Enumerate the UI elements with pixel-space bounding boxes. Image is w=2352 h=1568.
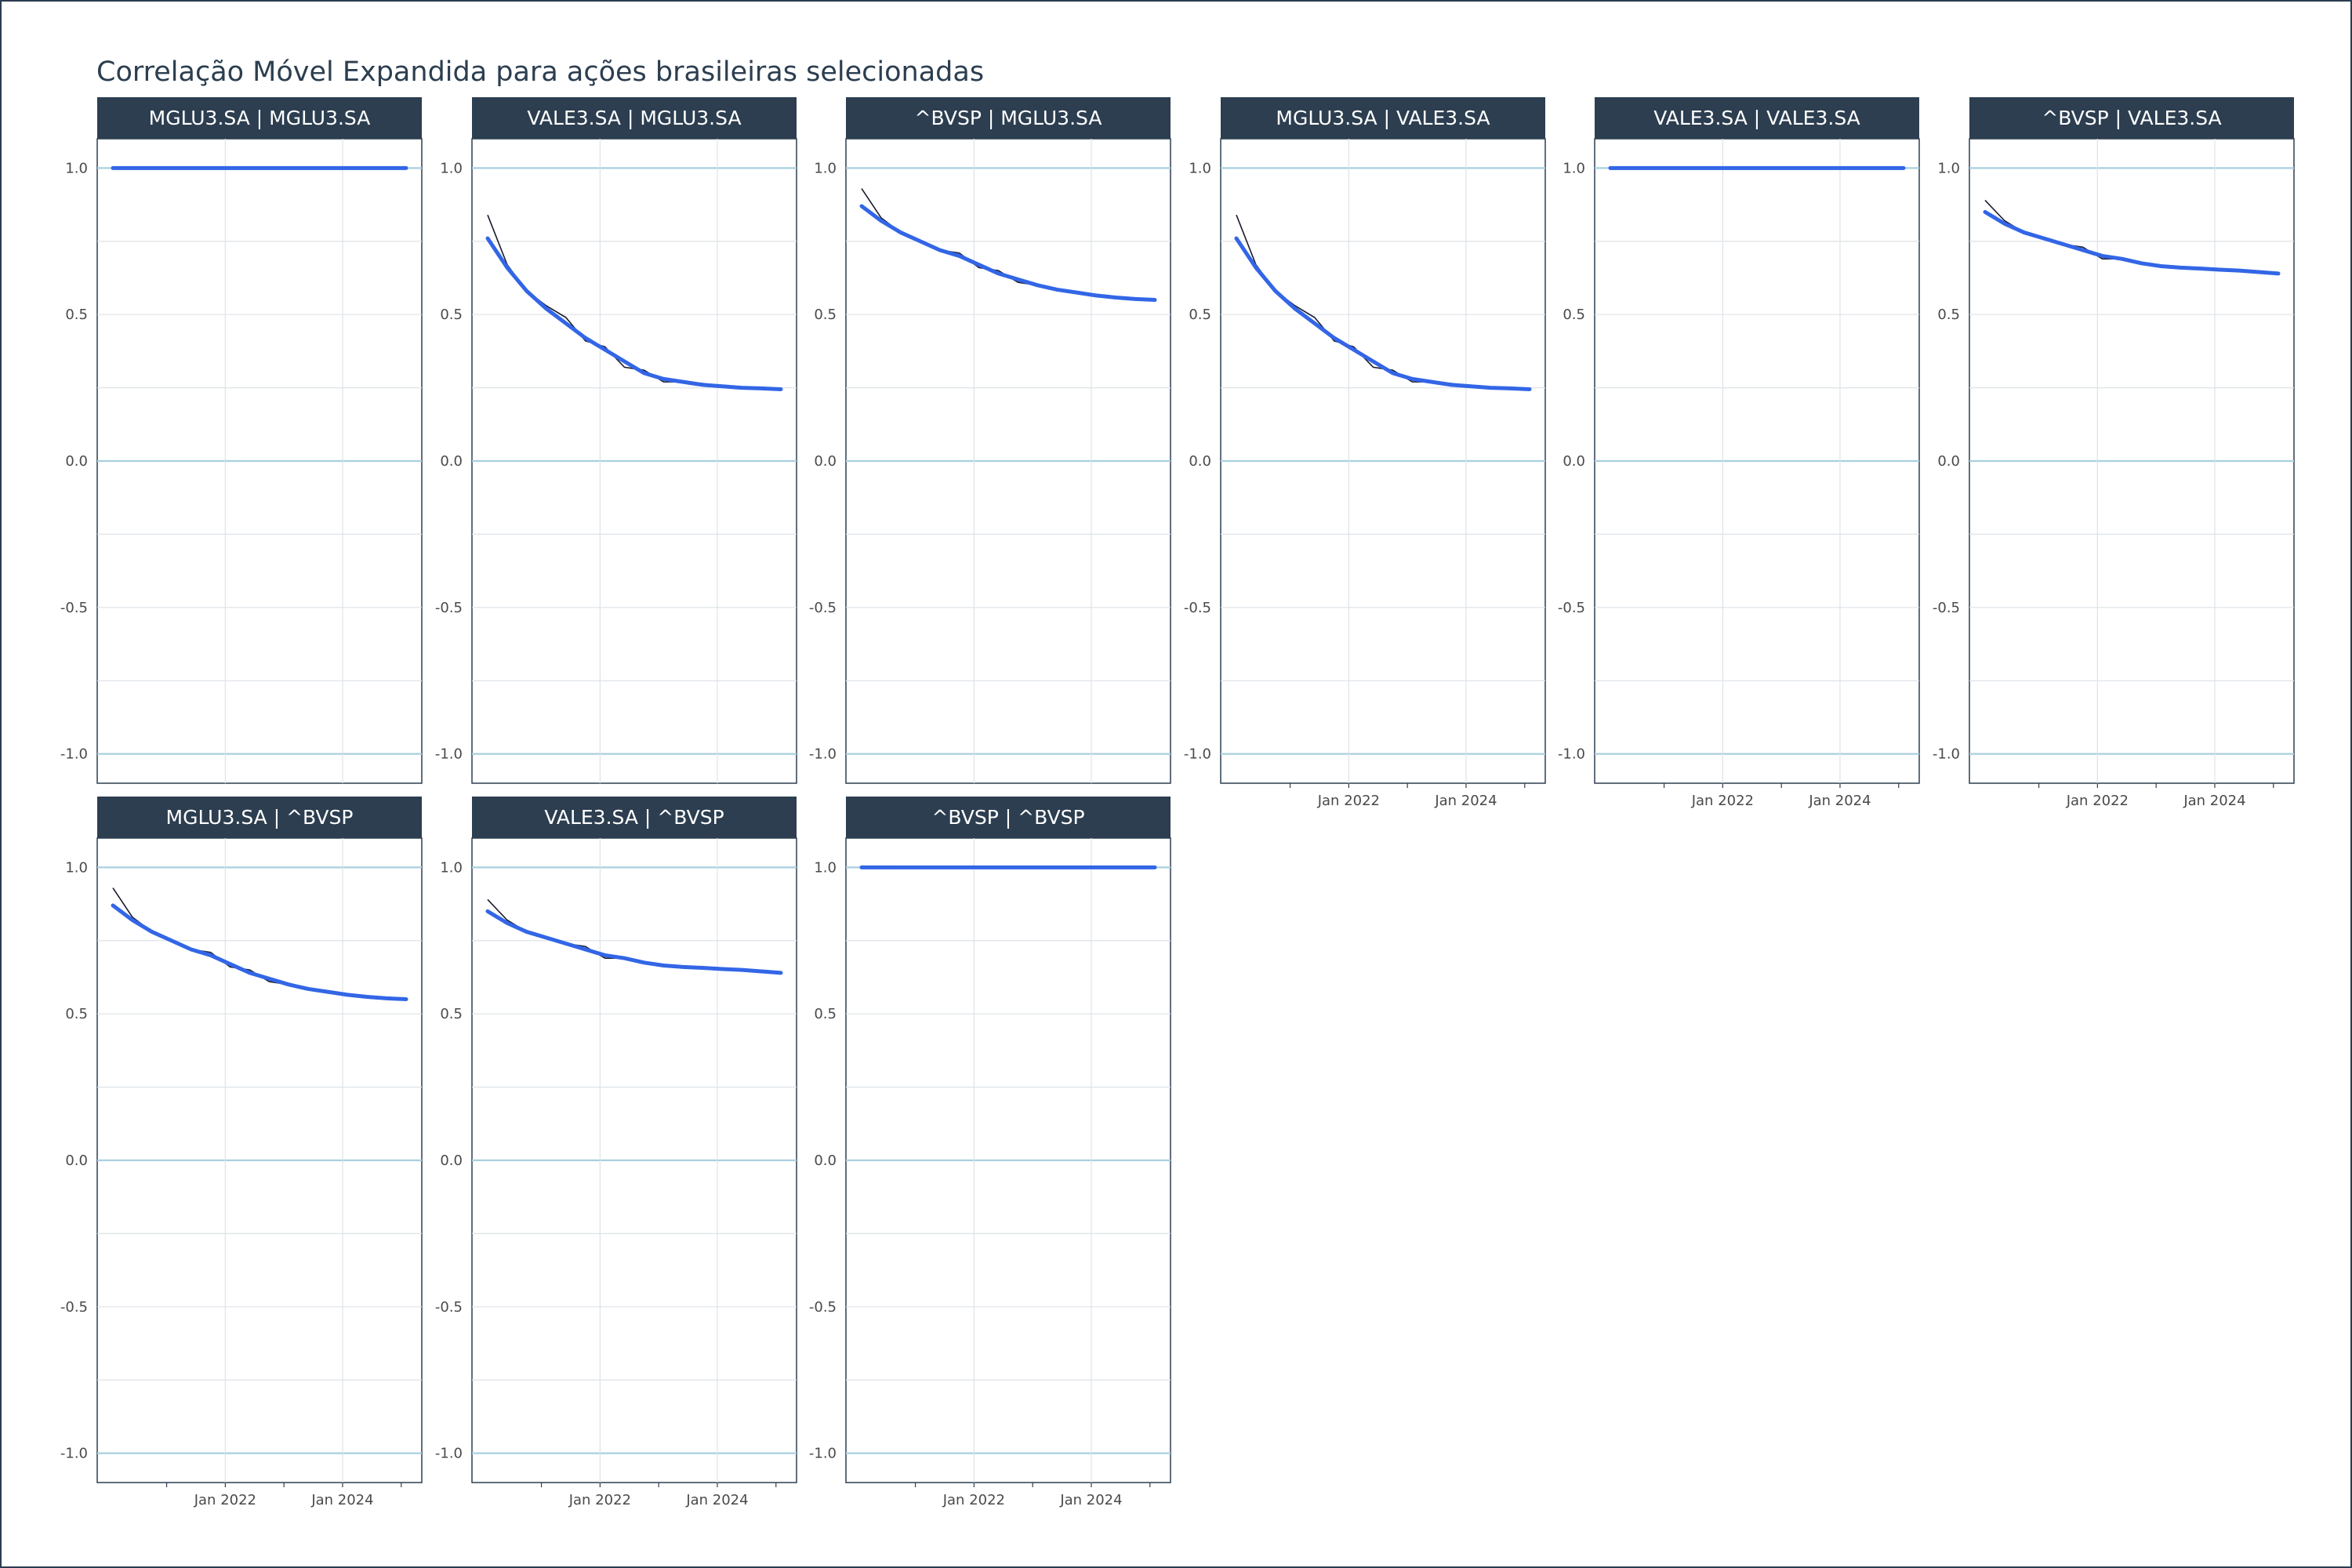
smoothed-correlation-line [111, 903, 408, 1001]
panels-group: 1.0 0.5 0.0 -0.5 -1.0 MGLU3.SA | MGLU3.SA 1.0 0… [60, 97, 2295, 1508]
facet-strip [1221, 97, 1545, 139]
chart-title: Correlação Móvel Expandida para ações br… [96, 56, 984, 88]
y-tick-label: 0.0 [440, 1152, 463, 1169]
y-tick-label: -0.5 [60, 600, 88, 616]
facet-strip-label: VALE3.SA | MGLU3.SA [527, 107, 741, 129]
y-tick-label: -1.0 [809, 1446, 837, 1462]
y-tick-label: -1.0 [1933, 746, 1960, 763]
y-tick-label: 0.5 [814, 307, 837, 323]
y-tick-label: -1.0 [1558, 746, 1585, 763]
facet-panel: 1.0 0.5 0.0 -0.5 -1.0 Jan 2022 Jan 2024 MGLU3.S… [1184, 97, 1546, 809]
y-tick-label: 0.0 [814, 453, 837, 470]
x-tick-label: Jan 2022 [942, 1492, 1005, 1508]
y-tick-label: 0.0 [1189, 453, 1211, 470]
facet-panel: 1.0 0.5 0.0 -0.5 -1.0 Jan 2022 Jan 2024 ^BVSP |… [809, 797, 1171, 1508]
facet-strip [846, 97, 1171, 139]
y-tick-label: 0.0 [440, 453, 463, 470]
facet-panel: 1.0 0.5 0.0 -0.5 -1.0 ^BVSP | MGLU3.SA [809, 97, 1171, 784]
x-tick-label: Jan 2024 [2183, 793, 2245, 809]
y-tick-label: -1.0 [435, 746, 463, 763]
facet-strip-label: ^BVSP | VALE3.SA [2042, 107, 2221, 129]
y-tick-label: 1.0 [440, 160, 463, 176]
facet-strip-label: ^BVSP | MGLU3.SA [915, 107, 1102, 129]
y-tick-label: 0.0 [1937, 453, 1960, 470]
x-tick-label: Jan 2022 [1691, 793, 1754, 809]
y-tick-label: 0.5 [65, 307, 88, 323]
y-tick-label: 1.0 [65, 859, 88, 876]
x-tick-label: Jan 2024 [685, 1492, 748, 1508]
y-tick-label: 1.0 [65, 160, 88, 176]
y-tick-label: 1.0 [814, 859, 837, 876]
y-tick-label: -0.5 [435, 600, 463, 616]
facet-panel: 1.0 0.5 0.0 -0.5 -1.0 Jan 2022 Jan 2024 MGLU3.S… [60, 797, 423, 1508]
y-tick-label: -0.5 [809, 1299, 837, 1316]
facet-panel: 1.0 0.5 0.0 -0.5 -1.0 VALE3.SA | MGLU3.SA [435, 97, 797, 784]
y-tick-label: 0.5 [440, 307, 463, 323]
facet-strip [97, 797, 422, 838]
y-tick-label: 0.0 [65, 1152, 88, 1169]
y-tick-label: 0.5 [1189, 307, 1211, 323]
y-tick-label: 1.0 [440, 859, 463, 876]
facet-strip [1595, 97, 1919, 139]
facet-panel: 1.0 0.5 0.0 -0.5 -1.0 Jan 2022 Jan 2024 ^BVSP |… [1933, 97, 2295, 809]
y-tick-label: -0.5 [809, 600, 837, 616]
x-tick-label: Jan 2024 [1808, 793, 1871, 809]
facet-panel: 1.0 0.5 0.0 -0.5 -1.0 Jan 2022 Jan 2024 VALE3.S… [1558, 97, 1920, 809]
smoothed-correlation-line [485, 909, 783, 975]
y-tick-label: 0.0 [65, 453, 88, 470]
y-tick-label: 0.5 [1563, 307, 1585, 323]
y-tick-label: 0.5 [65, 1006, 88, 1022]
y-tick-label: 0.0 [814, 1152, 837, 1169]
y-tick-label: 1.0 [1563, 160, 1585, 176]
facet-strip [472, 797, 797, 838]
facet-strip-label: VALE3.SA | ^BVSP [544, 806, 724, 829]
facet-strip-label: MGLU3.SA | ^BVSP [166, 806, 354, 829]
y-tick-label: 1.0 [1937, 160, 1960, 176]
x-tick-label: Jan 2022 [2066, 793, 2129, 809]
y-tick-label: -0.5 [1933, 600, 1960, 616]
y-tick-label: -1.0 [60, 746, 88, 763]
x-tick-label: Jan 2024 [1059, 1492, 1122, 1508]
x-tick-label: Jan 2024 [1434, 793, 1497, 809]
facet-panel: 1.0 0.5 0.0 -0.5 -1.0 MGLU3.SA | MGLU3.SA [60, 97, 423, 784]
facet-strip-label: ^BVSP | ^BVSP [931, 806, 1084, 829]
smoothed-correlation-line [485, 236, 783, 391]
facet-strip-label: MGLU3.SA | VALE3.SA [1276, 107, 1490, 129]
y-tick-label: -1.0 [435, 1446, 463, 1462]
y-tick-label: 0.0 [1563, 453, 1585, 470]
x-tick-label: Jan 2024 [310, 1492, 373, 1508]
facet-strip [97, 97, 422, 139]
facet-strip [1969, 97, 2294, 139]
facet-strip [472, 97, 797, 139]
smoothed-correlation-line [1983, 209, 2281, 276]
y-tick-label: -0.5 [60, 1299, 88, 1316]
y-tick-label: 0.5 [1937, 307, 1960, 323]
y-tick-label: -1.0 [1184, 746, 1211, 763]
facet-strip-label: MGLU3.SA | MGLU3.SA [149, 107, 371, 129]
y-tick-label: -1.0 [60, 1446, 88, 1462]
y-tick-label: -1.0 [809, 746, 837, 763]
facet-panel: 1.0 0.5 0.0 -0.5 -1.0 Jan 2022 Jan 2024 VALE3.S… [435, 797, 797, 1508]
y-tick-label: 1.0 [1189, 160, 1211, 176]
smoothed-correlation-line [859, 204, 1157, 302]
x-tick-label: Jan 2022 [568, 1492, 631, 1508]
y-tick-label: -0.5 [435, 1299, 463, 1316]
x-tick-label: Jan 2022 [194, 1492, 256, 1508]
y-tick-label: -0.5 [1558, 600, 1585, 616]
smoothed-correlation-line [1234, 236, 1532, 391]
y-tick-label: -0.5 [1184, 600, 1211, 616]
x-tick-label: Jan 2022 [1317, 793, 1380, 809]
y-tick-label: 0.5 [814, 1006, 837, 1022]
y-tick-label: 0.5 [440, 1006, 463, 1022]
facet-strip-label: VALE3.SA | VALE3.SA [1653, 107, 1860, 129]
y-tick-label: 1.0 [814, 160, 837, 176]
facet-strip [846, 797, 1171, 838]
